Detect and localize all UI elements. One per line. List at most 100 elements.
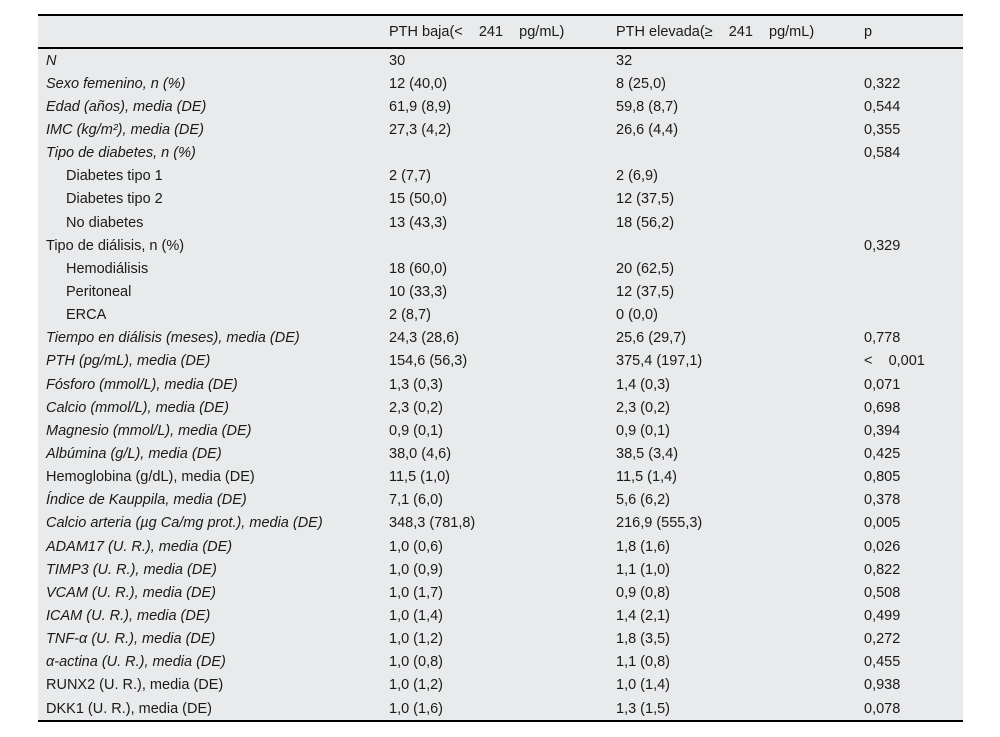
table-row: Edad (años), media (DE) 61,9 (8,9) 59,8 …	[38, 95, 963, 118]
table-row: Tipo de diálisis, n (%) 0,329	[38, 234, 963, 257]
value-pth-baja: 12 (40,0)	[389, 75, 448, 92]
table-row: IMC (kg/m²), media (DE) 27,3 (4,2) 26,6 …	[38, 118, 963, 141]
table-row: TIMP3 (U. R.), media (DE) 1,0 (0,9) 1,1 …	[38, 558, 963, 581]
row-label: Diabetes tipo 1	[66, 168, 163, 185]
table-header: PTH baja(< 241 pg/mL) PTH elevada(≥ 241 …	[38, 15, 963, 49]
table-row: ADAM17 (U. R.), media (DE) 1,0 (0,6) 1,8…	[38, 535, 963, 558]
value-pth-elevada: 26,6 (4,4)	[616, 121, 679, 138]
table-row: Sexo femenino, n (%) 12 (40,0) 8 (25,0) …	[38, 72, 963, 95]
value-pth-elevada: 8 (25,0)	[616, 75, 666, 92]
row-label: Diabetes tipo 2	[66, 191, 163, 208]
row-label: Albúmina (g/L), media (DE)	[46, 445, 222, 462]
value-pth-elevada: 59,8 (8,7)	[616, 98, 679, 115]
table-row: VCAM (U. R.), media (DE) 1,0 (1,7) 0,9 (…	[38, 581, 963, 604]
table-row: Magnesio (mmol/L), media (DE) 0,9 (0,1) …	[38, 419, 963, 442]
value-pth-elevada: 1,8 (1,6)	[616, 538, 670, 555]
value-pth-baja: 1,0 (1,2)	[389, 631, 443, 648]
table-row: Hemoglobina (g/dL), media (DE) 11,5 (1,0…	[38, 466, 963, 489]
value-p	[860, 48, 963, 72]
value-pth-baja: 24,3 (28,6)	[389, 330, 460, 347]
value-pth-baja: 1,0 (1,4)	[389, 607, 443, 624]
value-pth-baja: 27,3 (4,2)	[389, 121, 452, 138]
value-p	[860, 280, 963, 303]
value-pth-elevada: 12 (37,5)	[616, 283, 675, 300]
value-pth-baja: 13 (43,3)	[389, 214, 448, 231]
row-label: N	[46, 52, 57, 69]
value-pth-elevada: 32	[616, 52, 633, 69]
value-pth-baja: 1,0 (1,7)	[389, 584, 443, 601]
value-p: 0,822	[864, 561, 901, 578]
row-label: Edad (años), media (DE)	[46, 98, 207, 115]
table-row: Fósforo (mmol/L), media (DE) 1,3 (0,3) 1…	[38, 373, 963, 396]
value-pth-baja: 11,5 (1,0)	[389, 469, 450, 486]
row-label: TIMP3 (U. R.), media (DE)	[46, 561, 217, 578]
row-label: TNF-α (U. R.), media (DE)	[46, 631, 216, 648]
row-label: ERCA	[66, 307, 107, 324]
value-pth-baja: 1,0 (1,6)	[389, 700, 443, 717]
value-p	[860, 165, 963, 188]
value-pth-elevada: 1,0 (1,4)	[616, 677, 670, 694]
row-label: VCAM (U. R.), media (DE)	[46, 584, 216, 601]
value-p	[860, 257, 963, 280]
value-pth-elevada: 2,3 (0,2)	[616, 399, 670, 416]
table-row: No diabetes 13 (43,3) 18 (56,2)	[38, 211, 963, 234]
value-pth-elevada: 1,3 (1,5)	[616, 700, 670, 717]
value-pth-elevada: 0,9 (0,1)	[616, 422, 670, 439]
value-pth-baja: 2 (7,7)	[389, 168, 431, 185]
value-p: 0,394	[864, 422, 901, 439]
table-row: ERCA 2 (8,7) 0 (0,0)	[38, 304, 963, 327]
value-pth-baja: 10 (33,3)	[389, 283, 448, 300]
value-p: 0,499	[864, 607, 901, 624]
value-pth-baja: 7,1 (6,0)	[389, 492, 443, 509]
row-label: DKK1 (U. R.), media (DE)	[46, 700, 212, 717]
table-row: Tipo de diabetes, n (%) 0,584	[38, 142, 963, 165]
value-pth-baja: 1,3 (0,3)	[389, 376, 443, 393]
table-row: Tiempo en diálisis (meses), media (DE) 2…	[38, 327, 963, 350]
value-pth-baja: 1,0 (0,8)	[389, 654, 443, 671]
value-pth-elevada: 11,5 (1,4)	[616, 469, 677, 486]
header-cell-pth-elevada: PTH elevada(≥ 241 pg/mL)	[612, 15, 860, 49]
value-pth-elevada: 20 (62,5)	[616, 260, 675, 277]
value-pth-baja: 30	[389, 52, 406, 69]
row-label: Tiempo en diálisis (meses), media (DE)	[46, 330, 300, 347]
value-pth-elevada: 1,8 (3,5)	[616, 631, 670, 648]
row-label: Tipo de diabetes, n (%)	[46, 145, 196, 162]
value-pth-elevada	[612, 234, 860, 257]
row-label: Sexo femenino, n (%)	[46, 75, 186, 92]
value-p: 0,005	[864, 515, 901, 532]
value-pth-elevada: 1,4 (2,1)	[616, 607, 670, 624]
table-row: Diabetes tipo 1 2 (7,7) 2 (6,9)	[38, 165, 963, 188]
row-label: IMC (kg/m²), media (DE)	[46, 121, 204, 138]
header-row: PTH baja(< 241 pg/mL) PTH elevada(≥ 241 …	[38, 15, 963, 49]
value-pth-baja: 61,9 (8,9)	[389, 98, 452, 115]
value-p: 0,378	[864, 492, 901, 509]
value-pth-elevada: 375,4 (197,1)	[616, 353, 703, 370]
value-p	[860, 211, 963, 234]
row-label: Peritoneal	[66, 283, 132, 300]
table-row: Índice de Kauppila, media (DE) 7,1 (6,0)…	[38, 489, 963, 512]
row-label: Fósforo (mmol/L), media (DE)	[46, 376, 238, 393]
value-pth-elevada: 0,9 (0,8)	[616, 584, 670, 601]
row-label: Tipo de diálisis, n (%)	[46, 237, 185, 254]
value-p: 0,544	[864, 98, 901, 115]
value-pth-baja: 154,6 (56,3)	[389, 353, 468, 370]
table-row: Peritoneal 10 (33,3) 12 (37,5)	[38, 280, 963, 303]
value-p: 0,778	[864, 330, 901, 347]
value-pth-elevada: 2 (6,9)	[616, 168, 658, 185]
table-row: ICAM (U. R.), media (DE) 1,0 (1,4) 1,4 (…	[38, 604, 963, 627]
row-label: ADAM17 (U. R.), media (DE)	[46, 538, 233, 555]
table-row: Diabetes tipo 2 15 (50,0) 12 (37,5)	[38, 188, 963, 211]
value-p: 0,508	[864, 584, 901, 601]
value-pth-baja: 1,0 (1,2)	[389, 677, 443, 694]
value-pth-baja: 38,0 (4,6)	[389, 445, 452, 462]
value-p: 0,938	[864, 677, 901, 694]
value-p: 0,455	[864, 654, 901, 671]
value-pth-baja: 0,9 (0,1)	[389, 422, 443, 439]
row-label: α-actina (U. R.), media (DE)	[46, 654, 226, 671]
value-p	[860, 304, 963, 327]
value-pth-elevada: 1,1 (1,0)	[616, 561, 670, 578]
value-pth-baja: 2,3 (0,2)	[389, 399, 443, 416]
table-row: α-actina (U. R.), media (DE) 1,0 (0,8) 1…	[38, 651, 963, 674]
value-pth-baja: 18 (60,0)	[389, 260, 448, 277]
table-row: N 30 32	[38, 48, 963, 72]
